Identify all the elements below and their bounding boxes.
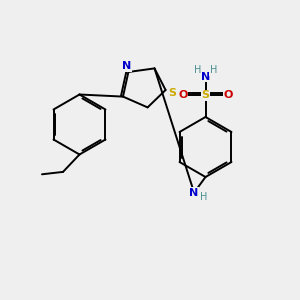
Text: N: N	[122, 61, 131, 71]
Text: O: O	[224, 90, 233, 100]
Text: H: H	[200, 192, 207, 202]
Text: H: H	[210, 65, 217, 75]
Text: N: N	[190, 188, 199, 198]
Text: H: H	[194, 65, 201, 75]
Text: S: S	[168, 88, 176, 98]
Text: O: O	[178, 90, 188, 100]
Text: N: N	[201, 72, 210, 82]
Text: S: S	[202, 90, 209, 100]
